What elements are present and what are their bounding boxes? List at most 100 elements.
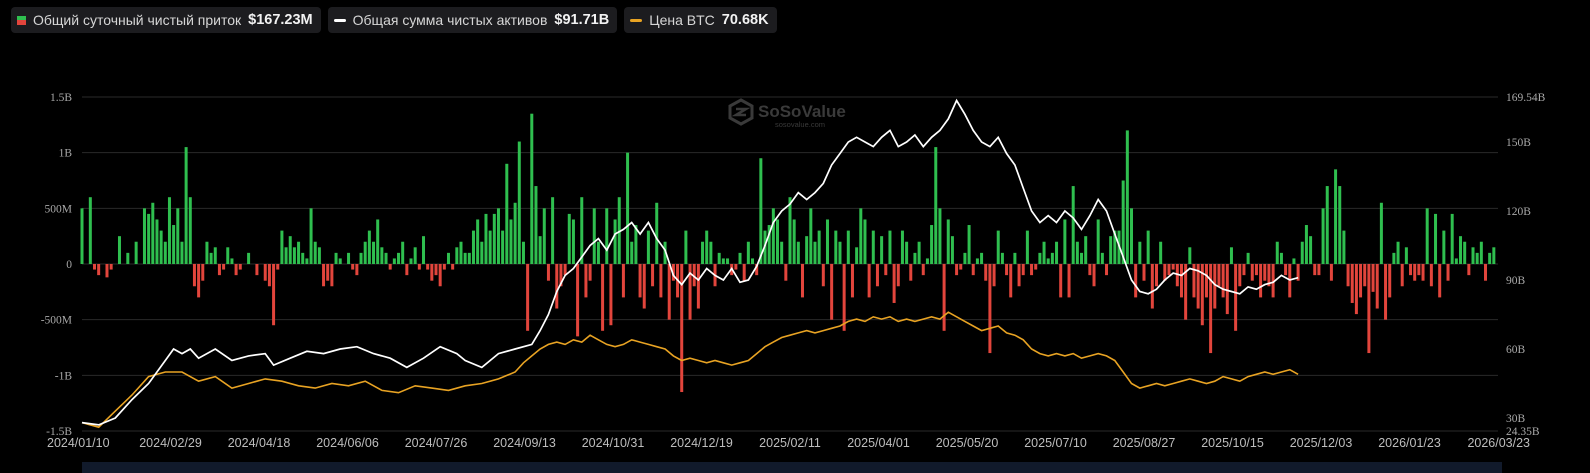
outflow-bar [1175,264,1179,287]
outflow-bar [1221,264,1225,298]
legend-assets-label: Общая сумма чистых активов [352,12,548,28]
inflow-bar [392,258,396,264]
outflow-bar [105,264,109,278]
outflow-bar [984,264,988,281]
x-axis-tick-label: 2025/05/20 [936,436,999,450]
outflow-bar [263,264,267,281]
outflow-bar [438,264,442,287]
inflow-bar [1342,230,1346,264]
outflow-bar [322,264,326,287]
outflow-bar [688,264,692,320]
inflow-bar [663,241,667,264]
inflow-bar [1454,258,1458,264]
inflow-bar [1125,130,1129,264]
inflow-bar [788,197,792,264]
inflow-bar [1334,169,1338,264]
x-axis-tick-label: 2025/07/10 [1024,436,1087,450]
range-scrollbar[interactable] [82,462,1502,473]
inflow-bar [1471,247,1475,264]
outflow-bar [1209,264,1213,354]
inflow-bar [1338,186,1342,264]
inflow-bar [538,236,542,264]
inflow-bar [297,241,301,264]
inflow-bar [796,241,800,264]
outflow-bar [638,264,642,298]
inflow-bar [709,241,713,264]
inflow-bar [634,225,638,264]
outflow-bar [1092,264,1096,287]
inflow-bar [846,230,850,264]
inflow-bar [288,236,292,264]
etf-flow-chart[interactable]: SoSoValue sosovalue.com 1.5B 1B 500M 0 -500M… [0,0,1590,462]
outflow-bar [1088,264,1092,276]
inflow-bar [213,247,217,264]
outflow-bar [1359,264,1363,298]
inflow-bar [155,219,159,264]
inflow-bar [1138,241,1142,264]
inflow-bar [521,241,525,264]
legend-item-btc-price[interactable]: Цена BTC 70.68K [624,7,777,33]
inflow-bar [309,208,313,264]
outflow-bar [842,264,846,331]
inflow-bar [367,230,371,264]
inflow-bar [617,197,621,264]
inflow-bar [1025,230,1029,264]
legend-item-daily-net-inflow[interactable]: Общий суточный чистый приток $167.23M [11,7,321,33]
outflow-bar [1204,264,1208,298]
inflow-bar [359,252,363,264]
outflow-bar [1167,264,1171,276]
inflow-bar [422,236,426,264]
outflow-bar [234,264,238,276]
inflow-bar [592,208,596,264]
inflow-bar [746,241,750,264]
outflow-bar [255,264,259,276]
inflow-bar [863,219,867,264]
inflow-bar [1279,252,1283,264]
outflow-bar [1105,264,1109,276]
outflow-bar [1413,264,1417,281]
inflow-bar [1159,241,1163,264]
inflow-bar [409,258,413,264]
inflow-bar [1396,241,1400,264]
outflow-bar [1259,264,1263,298]
inflow-bar [726,258,730,264]
outflow-bar [1375,264,1379,309]
outflow-bar [988,264,992,354]
inflow-bar [776,219,780,264]
outflow-bar [1242,264,1246,276]
outflow-bar [434,264,438,276]
outflow-bar [609,264,613,326]
legend-item-total-net-assets[interactable]: Общая сумма чистых активов $91.71B [327,7,618,33]
inflow-bar [717,252,721,264]
inflow-bar [455,247,459,264]
inflow-bar [938,208,942,264]
inflow-bar [1109,236,1113,264]
inflow-bar [917,241,921,264]
inflow-bar [480,241,484,264]
inflow-bar [913,252,917,264]
outflow-bar [992,264,996,287]
outflow-bar [692,264,696,287]
outflow-bar [1354,264,1358,315]
outflow-bar [1254,264,1258,276]
outflow-bar [1371,264,1375,292]
inflow-bar [1479,241,1483,264]
inflow-bar [1425,208,1429,264]
outflow-bar [1313,264,1317,276]
inflow-bar [950,236,954,264]
left-axis-tick-label: 1B [59,148,73,160]
outflow-bar [276,264,280,270]
outflow-bar [667,264,671,320]
inflow-bar [1300,241,1304,264]
outflow-bar [1284,264,1288,276]
inflow-bar [1488,252,1492,264]
inflow-bar [1442,230,1446,264]
x-axis-tick-label: 2024/07/26 [405,436,468,450]
inflow-bar [596,241,600,264]
outflow-bar [584,264,588,298]
inflow-bar [380,247,384,264]
inflow-bar [513,202,517,264]
outflow-bar [850,264,854,298]
inflow-bar [230,258,234,264]
